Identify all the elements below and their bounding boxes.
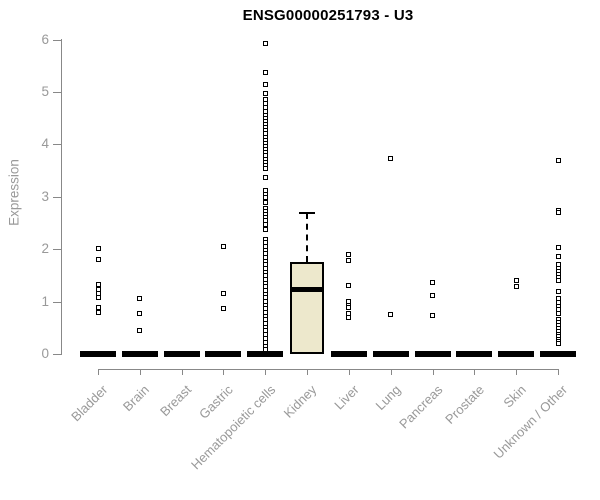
box-whisker-cap (299, 211, 316, 214)
outlier-point (430, 292, 436, 298)
outlier-point (555, 244, 561, 250)
x-axis-tick (223, 369, 225, 375)
x-category-label: Prostate (442, 382, 487, 427)
outlier-point (555, 278, 561, 284)
x-axis-tick (307, 369, 309, 375)
x-category-label: Lung (372, 382, 404, 414)
x-category-label: Pancreas (395, 382, 446, 432)
chart-title: ENSG00000251793 - U3 (242, 7, 414, 24)
outlier-point (513, 284, 519, 290)
outlier-point (555, 310, 561, 316)
x-axis-tick (390, 369, 392, 375)
outlier-point (137, 327, 143, 333)
outlier-point (95, 309, 101, 315)
zero-median-bar (205, 351, 242, 357)
outlier-point (346, 314, 352, 320)
outlier-point (346, 305, 352, 311)
x-axis-tick (139, 369, 141, 375)
outlier-point (220, 305, 226, 311)
outlier-point (555, 210, 561, 216)
outlier-point (262, 90, 268, 96)
x-axis-tick (558, 369, 560, 375)
x-axis-tick (474, 369, 476, 375)
outlier-point (262, 174, 268, 180)
y-tick-label: 0 (41, 346, 49, 361)
x-axis-tick (265, 369, 267, 375)
y-tick-label: 1 (41, 293, 49, 309)
outlier-point (220, 243, 226, 249)
y-axis-tick (53, 144, 61, 146)
zero-median-bar (372, 351, 409, 357)
y-tick-label: 4 (41, 136, 49, 152)
y-tick-label: 3 (41, 188, 49, 204)
zero-median-bar (80, 351, 116, 357)
y-axis-tick (53, 39, 61, 41)
y-axis-tick (53, 92, 61, 93)
outlier-point (95, 245, 101, 251)
zero-median-bar (247, 351, 284, 357)
x-category-label: Kidney (281, 382, 320, 421)
y-tick-label: 6 (41, 31, 49, 47)
box-median-line (292, 286, 323, 292)
y-axis-line (61, 39, 62, 355)
outlier-point (555, 288, 561, 294)
outlier-point (220, 290, 226, 296)
x-axis-tick (516, 369, 518, 375)
x-category-label: Skin (500, 382, 529, 411)
outlier-point (95, 281, 101, 287)
zero-median-bar (330, 351, 367, 357)
outlier-point (430, 312, 436, 318)
zero-median-bar (540, 351, 577, 357)
outlier-point (137, 310, 143, 316)
outlier-point (555, 157, 561, 163)
outlier-point (262, 347, 268, 353)
x-category-label: Breast (157, 382, 195, 420)
y-axis-tick (53, 196, 61, 198)
outlier-point (262, 41, 268, 47)
outlier-point (95, 286, 101, 292)
x-axis-tick (432, 369, 434, 375)
outlier-point (430, 279, 436, 285)
x-category-label: Unknown / Other (491, 382, 571, 462)
outlier-point (346, 251, 352, 257)
outlier-point (555, 341, 561, 347)
outlier-point (262, 221, 268, 227)
outlier-point (262, 226, 268, 232)
zero-median-bar (456, 351, 493, 357)
outlier-point (95, 294, 101, 300)
outlier-point (262, 81, 268, 87)
outlier-point (388, 311, 394, 317)
box-whisker (306, 212, 309, 263)
y-axis-tick (53, 354, 61, 355)
x-axis-tick (98, 369, 99, 375)
x-axis-line (98, 369, 560, 370)
y-tick-label: 2 (41, 241, 49, 257)
outlier-point (555, 254, 561, 260)
y-tick-label: 5 (41, 84, 49, 99)
x-axis-tick (348, 369, 350, 375)
box-iqr (290, 262, 325, 354)
x-category-label: Gastric (196, 382, 237, 422)
outlier-point (388, 156, 394, 162)
zero-median-bar (121, 351, 158, 357)
y-axis-tick (53, 249, 61, 251)
outlier-point (137, 296, 143, 302)
x-category-label: Brain (120, 382, 153, 415)
zero-median-bar (414, 351, 451, 357)
y-axis-tick (53, 301, 61, 303)
zero-median-bar (498, 351, 535, 357)
outlier-point (262, 199, 268, 205)
outlier-point (95, 256, 101, 262)
outlier-point (262, 166, 268, 171)
x-category-label: Liver (330, 382, 362, 413)
x-category-label: Bladder (68, 382, 111, 425)
outlier-point (346, 282, 352, 288)
outlier-point (513, 277, 519, 283)
x-axis-tick (181, 369, 183, 375)
outlier-point (346, 257, 352, 263)
outlier-point (262, 70, 268, 76)
zero-median-bar (163, 351, 200, 357)
